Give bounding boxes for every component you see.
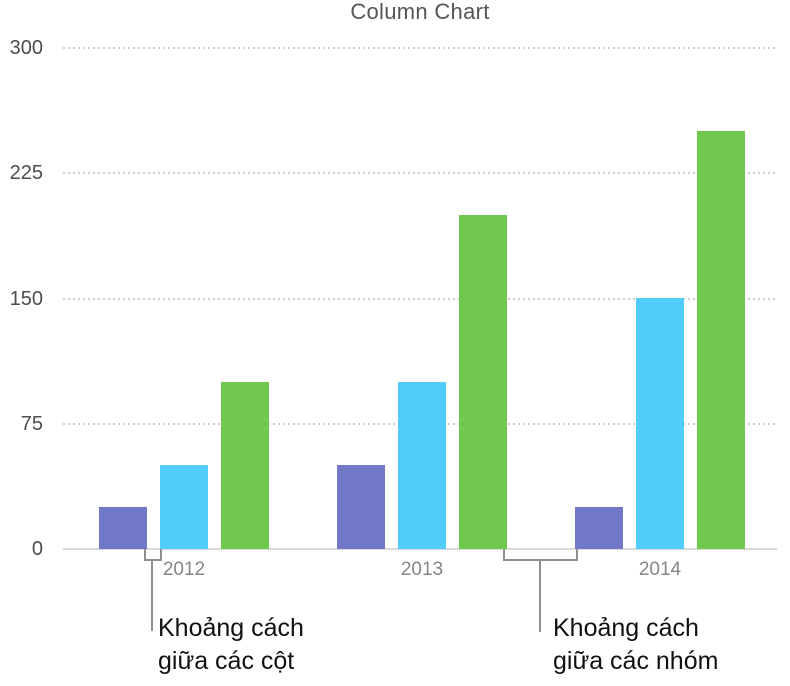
y-axis-label: 150 bbox=[9, 288, 43, 310]
x-axis-label-2012: 2012 bbox=[162, 559, 206, 580]
gridline-y150 bbox=[63, 298, 777, 300]
annotation-column-gap: Khoảng cách giữa các cột bbox=[158, 612, 304, 678]
y-axis-label: 300 bbox=[9, 37, 43, 59]
bar-series-2-blue-2012 bbox=[160, 465, 208, 549]
y-axis-label: 0 bbox=[31, 538, 43, 560]
bar-series-2-blue-2013 bbox=[398, 382, 446, 549]
bar-series-3-green-2013 bbox=[459, 215, 507, 549]
bar-series-1-purple-2013 bbox=[337, 465, 385, 549]
chart-title: Column Chart bbox=[350, 0, 490, 24]
gridline-y300 bbox=[63, 47, 777, 49]
bar-series-1-purple-2012 bbox=[99, 507, 147, 549]
bar-series-1-purple-2014 bbox=[575, 507, 623, 549]
x-axis-line bbox=[63, 548, 777, 550]
y-axis-label: 225 bbox=[9, 162, 43, 184]
gridline-y225 bbox=[63, 172, 777, 174]
column-gap-callout-line bbox=[151, 559, 153, 631]
annotation-group-gap-line1: Khoảng cách bbox=[553, 614, 699, 642]
group-gap-callout-line bbox=[539, 559, 541, 632]
annotation-column-gap-line1: Khoảng cách bbox=[158, 614, 304, 642]
annotation-group-gap-line2: giữa các nhóm bbox=[553, 647, 719, 675]
column-gap-bracket bbox=[144, 549, 162, 561]
bar-series-3-green-2014 bbox=[697, 131, 745, 549]
x-axis-label-2013: 2013 bbox=[400, 559, 444, 580]
y-axis-label: 75 bbox=[20, 413, 43, 435]
annotation-column-gap-line2: giữa các cột bbox=[158, 647, 295, 675]
annotation-group-gap: Khoảng cách giữa các nhóm bbox=[553, 612, 718, 678]
bar-series-2-blue-2014 bbox=[636, 298, 684, 549]
bar-series-3-green-2012 bbox=[221, 382, 269, 549]
x-axis-label-2014: 2014 bbox=[638, 559, 682, 580]
